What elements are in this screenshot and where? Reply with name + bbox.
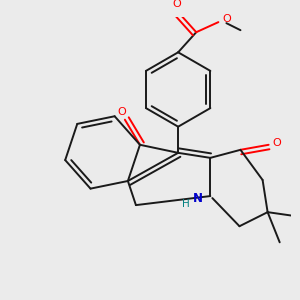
Text: O: O: [272, 138, 281, 148]
Text: O: O: [118, 106, 126, 117]
Text: H: H: [182, 199, 190, 209]
Text: O: O: [222, 14, 231, 24]
Text: O: O: [173, 0, 182, 9]
Text: N: N: [193, 192, 203, 205]
